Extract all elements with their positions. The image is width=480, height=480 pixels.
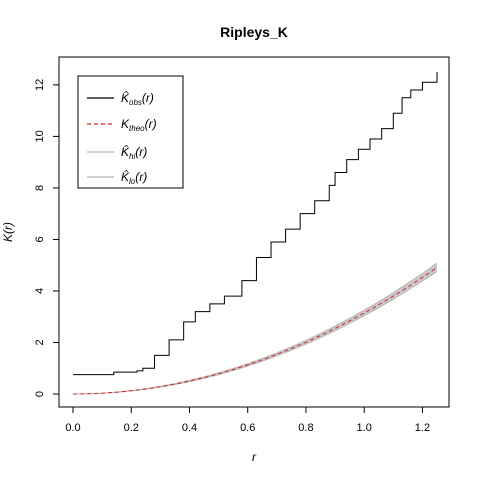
y-tick-label: 2 [34, 339, 46, 345]
y-tick-label: 6 [34, 236, 46, 242]
x-tick-label: 0.8 [298, 422, 313, 434]
x-tick-label: 0.6 [240, 422, 255, 434]
chart-title: Ripleys_K [220, 24, 288, 40]
y-tick-label: 4 [34, 288, 46, 294]
x-tick-label: 0.0 [65, 422, 80, 434]
x-tick-label: 1.0 [357, 422, 372, 434]
y-tick-label: 8 [34, 185, 46, 191]
x-tick-label: 1.2 [415, 422, 430, 434]
y-tick-label: 0 [34, 391, 46, 397]
x-tick-label: 0.4 [182, 422, 197, 434]
legend: K̂obs(r)Ktheo(r)K̂hi(r)K̂lo(r) [78, 76, 183, 188]
y-tick-label: 12 [34, 79, 46, 91]
x-tick-label: 0.2 [124, 422, 139, 434]
y-tick-label: 10 [34, 130, 46, 142]
y-axis-label: K(r) [1, 222, 15, 242]
